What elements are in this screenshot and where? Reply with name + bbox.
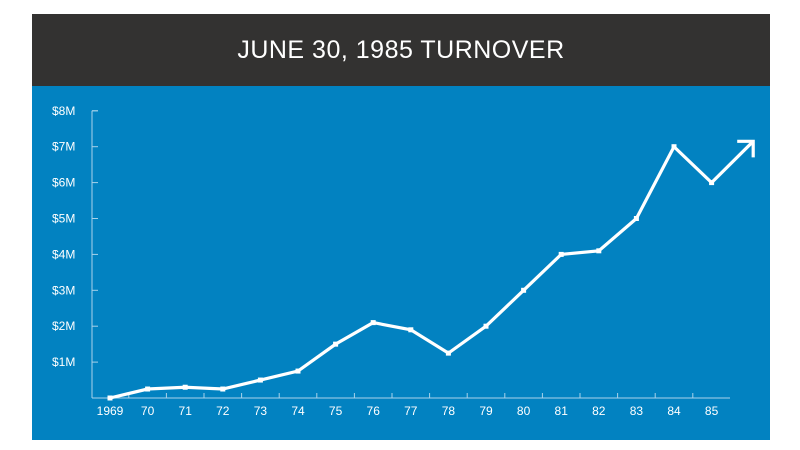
chart-axes	[91, 110, 730, 399]
x-tick-label: 1969	[97, 404, 124, 418]
y-tick-label: $1M	[52, 355, 75, 369]
y-tick-labels: $1M $2M $3M $4M $5M $6M $7M $8M	[52, 104, 75, 369]
data-point	[370, 320, 376, 326]
x-tick-label: 73	[254, 404, 268, 418]
trend-arrow-head	[737, 139, 755, 158]
y-tick-label: $8M	[52, 104, 75, 118]
line-chart: $1M $2M $3M $4M $5M $6M $7M $8M 1969 70 71 72 73 74 7…	[52, 104, 755, 418]
data-point	[483, 323, 489, 329]
x-tick-label: 71	[179, 404, 193, 418]
x-tick-label: 77	[404, 404, 418, 418]
chart-panel: $1M $2M $3M $4M $5M $6M $7M $8M 1969 70 71 72 73 74 7…	[32, 86, 770, 440]
data-point	[558, 251, 564, 257]
chart-series	[107, 139, 755, 401]
title-bar: JUNE 30, 1985 TURNOVER	[32, 14, 770, 86]
x-tick-label: 75	[329, 404, 343, 418]
data-point	[671, 144, 677, 150]
data-point	[107, 395, 113, 401]
data-point	[145, 386, 151, 392]
x-tick-label: 72	[216, 404, 230, 418]
chart-title: JUNE 30, 1985 TURNOVER	[237, 35, 565, 64]
data-point	[596, 248, 602, 254]
data-point	[333, 341, 339, 347]
x-tick-label: 81	[555, 404, 569, 418]
y-tick-label: $7M	[52, 140, 75, 154]
data-point	[445, 350, 451, 356]
y-tick-label: $5M	[52, 212, 75, 226]
data-point	[521, 287, 527, 293]
series-line	[109, 140, 755, 400]
x-tick-label: 74	[291, 404, 305, 418]
x-tick-label: 83	[630, 404, 644, 418]
data-point	[633, 216, 639, 221]
y-tick-label: $2M	[52, 319, 75, 333]
data-point	[408, 327, 414, 333]
data-point	[220, 386, 226, 392]
x-tick-label: 78	[442, 404, 456, 418]
y-tick-label: $3M	[52, 283, 75, 297]
x-tick-label: 79	[479, 404, 493, 418]
x-tick-labels: 1969 70 71 72 73 74 75 76 77 78 79 80 81 82 83 84 85	[97, 404, 719, 418]
data-point	[709, 180, 715, 186]
x-tick-label: 82	[592, 404, 606, 418]
y-tick-label: $4M	[52, 247, 75, 261]
x-tick-label: 84	[667, 404, 681, 418]
y-tick-label: $6M	[52, 176, 75, 190]
data-point	[257, 377, 263, 383]
data-point	[295, 368, 301, 374]
data-point	[182, 384, 188, 390]
x-tick-label: 70	[141, 404, 155, 418]
x-tick-label: 85	[705, 404, 719, 418]
x-tick-label: 80	[517, 404, 531, 418]
x-tick-label: 76	[367, 404, 381, 418]
